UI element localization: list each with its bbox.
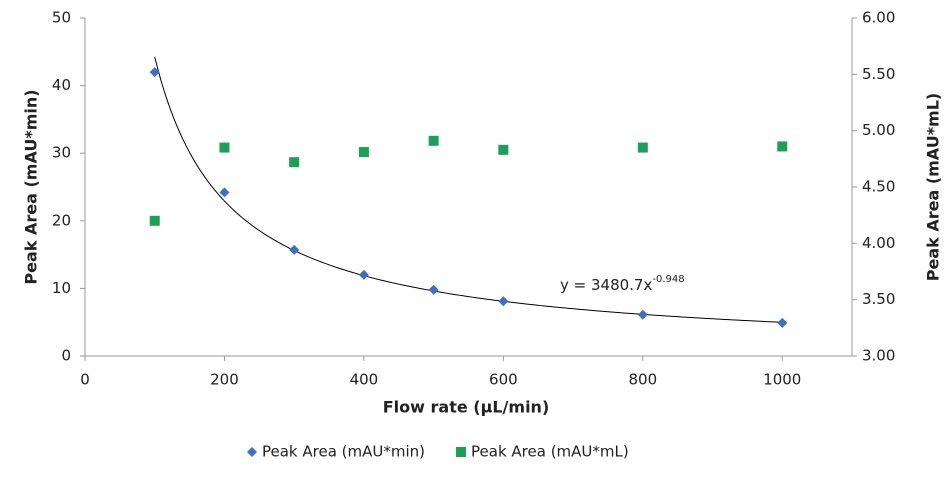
y-tick-label: 40 (52, 76, 71, 94)
diamond-marker (149, 67, 160, 78)
square-marker (498, 144, 509, 155)
square-marker (289, 157, 300, 168)
diamond-marker (289, 244, 300, 255)
y2-tick-label: 5.50 (862, 65, 895, 83)
x-tick-label: 600 (489, 371, 518, 389)
y2-tick-label: 3.00 (862, 347, 895, 365)
diamond-marker (777, 317, 788, 328)
y2-tick-label: 3.50 (862, 290, 895, 308)
diamond-marker (428, 284, 439, 295)
trendline-equation: y = 3480.7x-0.948 (560, 274, 685, 294)
y2-axis-title: Peak Area (mAU*mL) (924, 93, 943, 282)
x-tick-label: 0 (80, 371, 90, 389)
square-marker (358, 147, 369, 158)
x-tick-label: 800 (628, 371, 657, 389)
y2-tick-label: 4.50 (862, 178, 895, 196)
y-tick-label: 0 (61, 347, 71, 365)
square-marker (428, 135, 439, 146)
legend-label: Peak Area (mAU*mL) (471, 443, 629, 461)
square-marker (219, 142, 230, 153)
y-tick-label: 30 (52, 144, 71, 162)
diamond-marker (219, 187, 230, 198)
y-tick-label: 10 (52, 279, 71, 297)
square-marker (456, 447, 467, 457)
square-marker (637, 142, 648, 153)
y-tick-label: 20 (52, 211, 71, 229)
x-tick-label: 200 (210, 371, 239, 389)
diamond-marker (498, 296, 509, 307)
y2-tick-label: 6.00 (862, 9, 895, 27)
x-tick-label: 400 (350, 371, 379, 389)
trendline-exponent: -0.948 (652, 274, 684, 285)
diamond-marker (247, 447, 257, 457)
x-tick-label: 1000 (763, 371, 801, 389)
legend-label: Peak Area (mAU*min) (262, 443, 425, 461)
y2-tick-label: 4.00 (862, 234, 895, 252)
diamond-marker (358, 269, 369, 280)
trendline-label: y = 3480.7x (560, 276, 652, 294)
square-marker (149, 215, 160, 226)
trendline (154, 56, 783, 323)
x-axis-title: Flow rate (µL/min) (383, 398, 550, 417)
square-marker (777, 141, 788, 152)
diamond-marker (637, 309, 648, 320)
y-tick-label: 50 (52, 9, 71, 27)
y-axis-title: Peak Area (mAU*min) (22, 89, 41, 284)
y2-tick-label: 5.00 (862, 121, 895, 139)
